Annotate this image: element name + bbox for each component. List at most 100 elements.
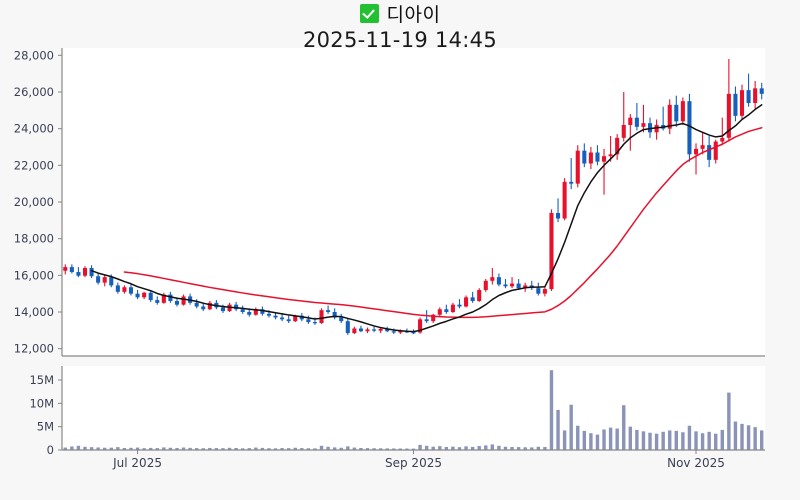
candle-body [588,152,593,164]
volume-bar [306,448,311,450]
candle-body [674,104,679,122]
candlestick [516,279,521,290]
volume-bar [516,447,521,450]
candlestick [667,99,672,135]
volume-bar [372,448,376,450]
candlestick [700,132,705,155]
candlestick [306,315,311,324]
volume-bar [582,430,587,450]
volume-bar [168,447,173,450]
candle-body [253,309,258,315]
candle-body [76,272,81,276]
volume-bar [503,446,508,450]
candle-body [418,319,423,333]
candle-body [312,322,317,324]
candlestick [746,73,751,107]
volume-axis-label: 15M [29,373,54,387]
candlestick [549,209,554,291]
candle-body [510,283,515,287]
volume-bar [654,433,659,450]
volume-bar [411,448,416,450]
price-axis-label: 12,000 [14,342,54,356]
candle-body [352,328,357,334]
volume-bar [70,446,74,450]
volume-bar [109,447,113,450]
volume-bar [733,421,738,450]
volume-bar [76,445,81,450]
volume-bar [142,448,146,450]
candle-body [641,123,646,127]
moving-average-long-line [123,127,763,319]
candlestick [142,291,147,300]
ticker-name: 디아이 [386,3,441,26]
volume-bar [326,446,330,450]
candlestick [582,143,587,168]
check-box-icon [359,3,379,23]
candle-body [247,312,252,315]
x-axis-label: Sep 2025 [385,456,442,470]
candle-body [102,277,107,283]
candlestick [332,308,337,320]
volume-bar [556,409,560,450]
price-axis-label: 18,000 [14,232,54,246]
candle-body [680,101,685,122]
candlestick [372,326,377,333]
candle-body [634,117,639,127]
candlestick [621,92,626,142]
candlestick [595,145,600,166]
candle-body [286,319,291,322]
volume-axis-label: 10M [29,396,54,410]
candle-body [700,145,705,149]
volume-bar [608,427,613,450]
volume-bar [746,425,751,450]
candle-body [667,104,672,129]
candle-body [319,310,324,323]
candle-body [464,297,469,307]
candlestick [628,114,633,151]
candle-body [201,306,206,310]
candle-body [260,309,265,314]
candle-body [135,293,140,298]
candlestick [365,327,370,334]
volume-bar [753,427,757,450]
candlestick [450,302,455,313]
volume-bar [477,446,481,450]
candle-body [273,315,278,318]
candlestick [345,318,350,335]
candle-body [647,123,653,133]
volume-bar [451,446,455,450]
volume-bar [286,448,291,450]
candlestick [155,296,160,305]
candlestick [674,95,679,127]
candlestick [496,273,501,287]
candle-body [142,292,147,298]
candlestick [726,59,731,142]
candlestick [378,327,383,334]
candle-body [457,304,462,307]
candlestick [536,282,541,296]
volume-bar [313,448,317,450]
candle-body [345,321,350,334]
volume-bar [444,447,449,450]
candlestick [483,279,488,292]
volume-bar [385,448,389,450]
price-axis-label: 14,000 [14,305,54,319]
volume-bar [760,430,764,450]
candlestick [89,265,94,279]
candlestick [286,315,291,323]
candle-body [332,312,337,318]
price-axis-label: 24,000 [14,122,54,136]
candle-body [181,296,186,305]
candlestick [115,282,120,294]
candlestick [122,285,127,294]
candlestick [358,325,363,333]
volume-bar [260,447,265,450]
candle-body [122,287,127,292]
candlestick [569,158,574,190]
moving-average-short-line [90,104,763,333]
volume-bar [576,425,580,450]
candlestick [234,301,239,312]
candlestick [713,139,718,164]
volume-bar [707,431,711,450]
candlestick [470,291,475,303]
